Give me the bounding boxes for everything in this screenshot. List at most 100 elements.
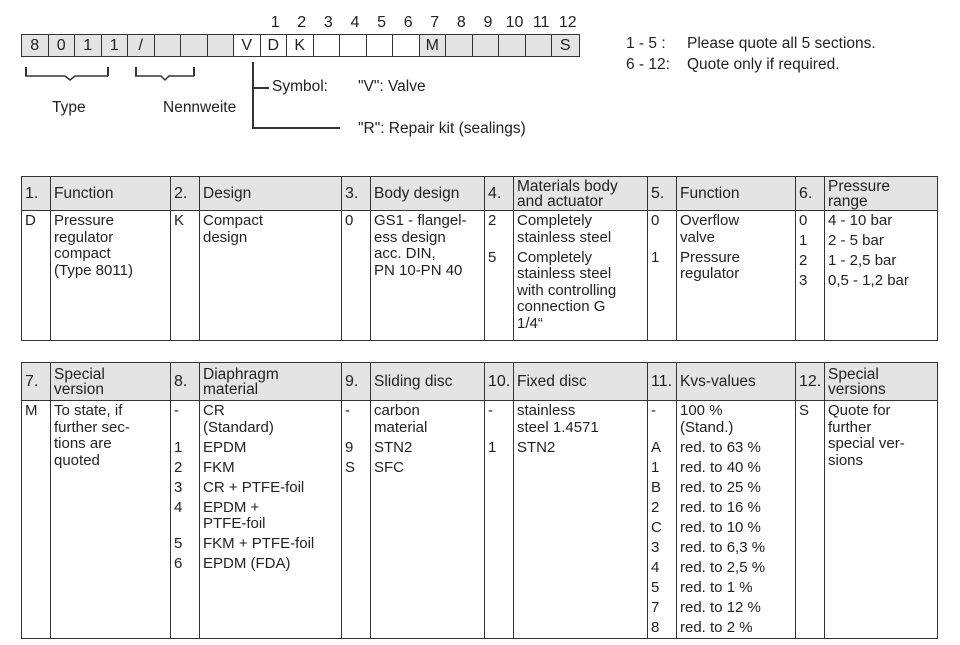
option-description: 100 % (Stand.): [680, 402, 734, 436]
column-header: 6. Pressure range: [796, 177, 937, 211]
section-label: Materials body and actuator: [517, 177, 618, 210]
code-box: [525, 35, 552, 56]
section-label: Body design: [374, 185, 460, 202]
option-item: - carbon material: [342, 402, 484, 436]
type-label: Type: [52, 99, 86, 116]
option-description: FKM + PTFE-foil: [203, 535, 315, 552]
option-code: 0: [651, 212, 660, 229]
section-number: 9: [483, 14, 493, 31]
option-code: 2: [651, 498, 660, 516]
option-item: 2 FKM: [171, 458, 341, 477]
section-number: 8: [456, 14, 466, 31]
option-description: red. to 12 %: [680, 598, 761, 616]
option-description: Quote for further special ver- sions: [828, 402, 905, 469]
section-label: Diaphragm material: [203, 365, 279, 398]
option-item: 0 4 - 10 bar: [796, 212, 937, 230]
option-description: FKM: [203, 458, 235, 476]
section-number: 5: [377, 14, 386, 31]
option-item: S SFC: [342, 458, 484, 477]
option-item: 1 red. to 40 %: [648, 459, 795, 477]
option-code: 5: [174, 535, 183, 552]
option-item: 3 CR + PTFE-foil: [171, 479, 341, 497]
column-header: 1. Function: [22, 177, 170, 211]
option-item: S Quote for further special ver- sions: [796, 402, 937, 469]
option-item: - 100 % (Stand.): [648, 402, 795, 436]
code-box: [207, 35, 234, 56]
column-group: 8. Diaphragm material - CR (Standard) 1 EPDM 2…: [170, 363, 341, 638]
option-code: M: [25, 402, 38, 419]
option-description: EPDM + PTFE-foil: [203, 498, 266, 532]
code-box: [393, 35, 420, 56]
section-number: 6: [403, 14, 413, 31]
code-box: S: [552, 35, 579, 56]
nennweite-label: Nennweite: [163, 99, 237, 116]
column-group: 6. Pressure range 0 4 - 10 bar 1 2 - 5 bar 2 1 …: [795, 177, 937, 340]
option-item: 3 0,5 - 1,2 bar: [796, 272, 937, 290]
option-description: Compact design: [203, 212, 264, 246]
section-label: Design: [203, 185, 252, 202]
option-description: GS1 - flangel- ess design acc. DIN, PN 1…: [374, 212, 467, 279]
option-code: 3: [651, 538, 660, 556]
column-header: 10. Fixed disc: [485, 363, 647, 401]
option-code: 0: [345, 212, 354, 229]
option-code: 9: [345, 438, 354, 456]
option-description: SFC: [374, 458, 404, 476]
section-label: Sliding disc: [374, 373, 453, 390]
option-item: 6 EPDM (FDA): [171, 555, 341, 573]
section-number: 10: [505, 14, 524, 31]
option-code: S: [799, 402, 810, 419]
section-number: 6.: [799, 184, 813, 202]
code-box: [367, 35, 393, 56]
option-code: -: [345, 402, 350, 419]
column-header: 7. Special version: [22, 363, 170, 401]
option-description: red. to 25 %: [680, 478, 761, 496]
option-description: Completely stainless steel: [517, 212, 612, 246]
column-header: 3. Body design: [342, 177, 484, 211]
option-item: 1 EPDM: [171, 439, 341, 457]
option-description: 0,5 - 1,2 bar: [828, 272, 909, 289]
symbol-valve: "V": Valve: [358, 78, 426, 95]
column-group: 4. Materials body and actuator 2 Completely…: [484, 177, 647, 340]
option-item: 9 STN2: [342, 438, 484, 457]
option-item: 4 red. to 2,5 %: [648, 559, 795, 577]
option-description: CR (Standard): [203, 402, 274, 436]
options-table-1: 1. Function D Pressure regulator compact (T…: [21, 176, 938, 341]
section-number: 12: [558, 14, 577, 31]
section-number: 12.: [799, 372, 822, 390]
note-1-range: 1 - 5 :: [626, 35, 666, 52]
option-description: STN2: [374, 438, 413, 456]
option-item: - stainless steel 1.4571: [485, 402, 647, 436]
code-box: [154, 35, 181, 56]
section-label: Function: [54, 185, 114, 202]
section-number: 4: [350, 14, 360, 31]
code-box: [314, 35, 340, 56]
option-code: D: [25, 212, 36, 229]
section-label: Pressure range: [828, 177, 891, 210]
section-number: 11.: [651, 372, 673, 390]
code-box: [181, 35, 208, 56]
column-group: 3. Body design 0 GS1 - flangel- ess design …: [341, 177, 484, 340]
option-item: M To state, if further sec- tions are quo…: [22, 402, 170, 469]
option-item: K Compact design: [171, 212, 341, 246]
column-header: 11. Kvs-values: [648, 363, 795, 401]
code-box: [499, 35, 526, 56]
option-code: 2: [174, 458, 183, 476]
option-code: S: [345, 458, 356, 476]
option-code: -: [174, 402, 179, 419]
section-number: 1: [270, 14, 280, 31]
option-item: D Pressure regulator compact (Type 8011): [22, 212, 170, 279]
symbol-label: Symbol:: [272, 78, 328, 95]
option-item: 0 Overflow valve: [648, 212, 795, 246]
option-code: 5: [651, 578, 660, 596]
option-item: 5 red. to 1 %: [648, 578, 795, 597]
order-code-boxes: 8 0 1 1/V D K M S: [21, 34, 580, 57]
option-description: Pressure regulator: [680, 248, 741, 282]
column-group: 7. Special version M To state, if further s…: [22, 363, 170, 638]
code-box: M: [419, 35, 446, 56]
column-group: 2. Design K Compact design: [170, 177, 341, 340]
option-code: 7: [651, 598, 660, 616]
